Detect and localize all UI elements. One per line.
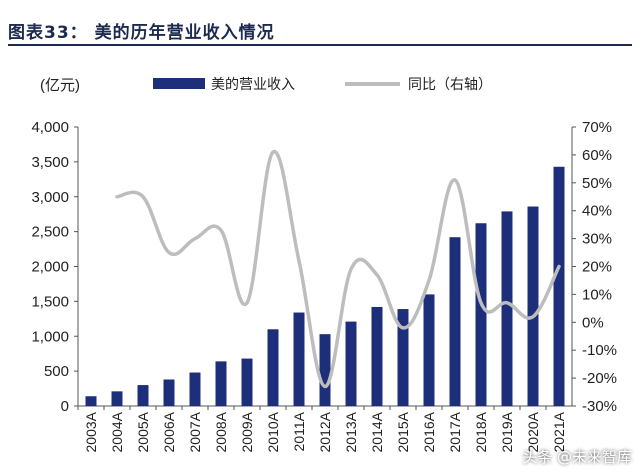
y-right-tick-label: 30% <box>582 231 612 248</box>
y-left-tick-label: 2,000 <box>31 259 69 276</box>
x-tick-label: 2018A <box>473 411 489 452</box>
yoy-growth-line <box>115 150 561 389</box>
revenue-bar <box>111 391 123 406</box>
y-left-tick-label: 500 <box>44 363 69 380</box>
revenue-bar <box>241 358 253 406</box>
x-tick-label: 2019A <box>499 411 515 452</box>
revenue-bar <box>553 166 565 406</box>
x-tick-label: 2004A <box>109 411 125 452</box>
y-left-tick-label: 0 <box>61 398 69 415</box>
revenue-bar <box>85 396 97 406</box>
revenue-bar <box>293 312 305 406</box>
watermark: 头条 @未来智库 <box>522 448 632 466</box>
revenue-bar <box>501 211 513 406</box>
x-tick-label: 2020A <box>525 411 541 452</box>
x-tick-label: 2010A <box>265 411 281 452</box>
y-right-tick-label: 20% <box>582 259 612 276</box>
y-left-tick-label: 4,000 <box>31 119 69 136</box>
revenue-bar <box>397 309 409 406</box>
revenue-bar <box>527 206 539 406</box>
y-left-tick-label: 3,000 <box>31 189 69 206</box>
x-tick-label: 2003A <box>83 411 99 452</box>
x-tick-label: 2014A <box>369 411 385 452</box>
revenue-bar <box>215 361 227 406</box>
bars-group <box>85 166 565 406</box>
y-right-tick-label: 10% <box>582 286 612 303</box>
legend-bar-swatch <box>153 78 205 89</box>
y-right-tick-label: -20% <box>582 370 617 387</box>
x-tick-label: 2021A <box>551 411 567 452</box>
revenue-bar <box>371 306 383 406</box>
x-tick-label: 2008A <box>213 411 229 452</box>
revenue-bar <box>189 372 201 406</box>
x-tick-label: 2015A <box>395 411 411 452</box>
x-tick-label: 2012A <box>317 411 333 452</box>
revenue-bar <box>319 334 331 406</box>
figure-title: 图表33： 美的历年营业收入情况 <box>8 23 275 43</box>
y-left-tick-label: 1,500 <box>31 293 69 310</box>
revenue-bar <box>449 237 461 406</box>
x-tick-label: 2013A <box>343 411 359 452</box>
revenue-bar <box>423 294 435 406</box>
x-tick-label: 2005A <box>135 411 151 452</box>
axes-group: 0 500 1,000 1,500 2,000 2,500 3,000 3,500 4,000 -… <box>31 119 617 452</box>
x-tick-label: 2011A <box>291 411 307 451</box>
y-left-unit-label: (亿元) <box>40 77 80 94</box>
revenue-bar <box>163 379 175 406</box>
y-left-tick-label: 1,000 <box>31 328 69 345</box>
revenue-bar <box>345 321 357 406</box>
figure-title-bar: 图表33： 美的历年营业收入情况 <box>8 14 632 46</box>
legend-bar-label: 美的营业收入 <box>211 77 295 93</box>
revenue-bar <box>475 223 487 406</box>
y-left-tick-label: 3,500 <box>31 154 69 171</box>
y-right-tick-label: 70% <box>582 119 612 136</box>
legend-line-label: 同比（右轴） <box>408 77 492 93</box>
line-group <box>115 150 561 389</box>
x-tick-label: 2007A <box>187 411 203 452</box>
x-tick-label: 2017A <box>447 411 463 452</box>
y-right-tick-label: 40% <box>582 203 612 220</box>
y-right-tick-label: -10% <box>582 342 617 359</box>
y-left-tick-label: 2,500 <box>31 224 69 241</box>
y-right-tick-label: 0% <box>582 314 604 331</box>
x-tick-label: 2006A <box>161 411 177 452</box>
x-tick-label: 2009A <box>239 411 255 452</box>
y-right-tick-label: 50% <box>582 175 612 192</box>
title-underline <box>8 44 632 46</box>
y-right-tick-label: 60% <box>582 147 612 164</box>
revenue-bar <box>137 385 149 406</box>
y-right-tick-label: -30% <box>582 398 617 415</box>
x-tick-label: 2016A <box>421 411 437 452</box>
revenue-bar <box>267 329 279 406</box>
